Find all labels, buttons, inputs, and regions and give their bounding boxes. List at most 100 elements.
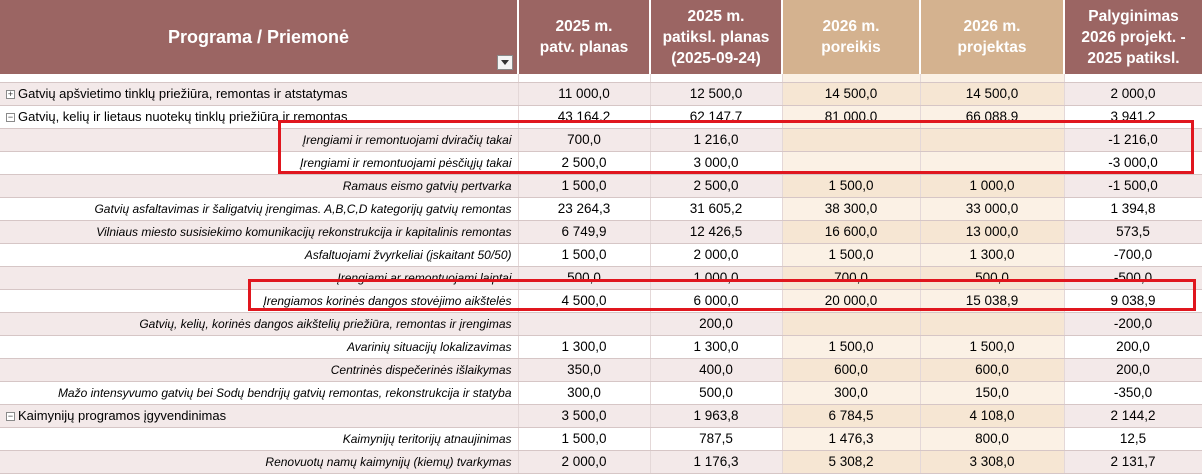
value-cell[interactable]: 38 300,0 [782,197,921,221]
value-cell[interactable]: 3 941,2 [1064,105,1202,129]
item-name-cell[interactable]: Asfaltuojami žvyrkeliai (įskaitant 50/50… [0,243,519,267]
value-cell[interactable]: 33 000,0 [920,197,1065,221]
item-name-cell[interactable]: Centrinės dispečerinės išlaikymas [0,358,519,382]
value-cell[interactable]: 16 600,0 [782,220,921,244]
table-row[interactable]: Asfaltuojami žvyrkeliai (įskaitant 50/50… [0,243,1202,267]
value-cell[interactable] [782,312,921,336]
value-cell[interactable]: -3 000,0 [1064,151,1202,175]
value-cell[interactable]: 1 500,0 [782,335,921,359]
value-cell[interactable]: 787,5 [650,427,783,451]
value-cell[interactable]: 800,0 [920,427,1065,451]
table-row[interactable]: Centrinės dispečerinės išlaikymas 350,0 40… [0,358,1202,382]
value-cell[interactable]: 1 000,0 [650,266,783,290]
table-row[interactable]: Įrengiami ir remontuojami dviračių takai… [0,128,1202,152]
value-cell[interactable]: 1 963,8 [650,404,783,428]
value-cell[interactable]: 12,5 [1064,427,1202,451]
value-cell[interactable]: 600,0 [782,358,921,382]
value-cell[interactable]: 1 500,0 [518,427,651,451]
value-cell[interactable]: 400,0 [650,358,783,382]
value-cell[interactable]: 500,0 [920,266,1065,290]
table-row[interactable]: Mažo intensyvumo gatvių bei Sodų bendrij… [0,381,1202,405]
value-cell[interactable] [782,128,921,152]
item-name-cell[interactable]: Ramaus eismo gatvių pertvarka [0,174,519,198]
value-cell[interactable]: 300,0 [518,381,651,405]
value-cell[interactable]: 62 147,7 [650,105,783,129]
item-name-cell[interactable]: Vilniaus miesto susisiekimo komunikacijų… [0,220,519,244]
value-cell[interactable]: 4 108,0 [920,404,1065,428]
value-cell[interactable]: 2 000,0 [650,243,783,267]
table-row[interactable]: Įrengiamos korinės dangos stovėjimo aikš… [0,289,1202,313]
value-cell[interactable]: 1 176,3 [650,450,783,474]
value-cell[interactable]: 2 000,0 [1064,82,1202,106]
value-cell[interactable]: 2 500,0 [518,151,651,175]
value-cell[interactable]: 12 500,0 [650,82,783,106]
value-cell[interactable]: 23 264,3 [518,197,651,221]
value-cell[interactable]: -350,0 [1064,381,1202,405]
value-cell[interactable]: 700,0 [518,128,651,152]
table-row[interactable]: Gatvių asfaltavimas ir šaligatvių įrengi… [0,197,1202,221]
value-cell[interactable]: 1 500,0 [782,174,921,198]
value-cell[interactable]: 3 308,0 [920,450,1065,474]
value-cell[interactable]: 13 000,0 [920,220,1065,244]
value-cell[interactable] [920,151,1065,175]
collapse-icon[interactable]: − [6,411,15,421]
value-cell[interactable]: 31 605,2 [650,197,783,221]
value-cell[interactable] [920,128,1065,152]
table-row[interactable]: Įrengiami ir remontuojami pėsčiųjų takai… [0,151,1202,175]
table-row[interactable]: Vilniaus miesto susisiekimo komunikacijų… [0,220,1202,244]
value-cell[interactable]: -200,0 [1064,312,1202,336]
value-cell[interactable]: 1 500,0 [782,243,921,267]
group-row[interactable]: − Gatvių, kelių ir lietaus nuotekų tinklų… [0,105,1202,129]
value-cell[interactable]: 2 500,0 [650,174,783,198]
value-cell[interactable]: 1 300,0 [650,335,783,359]
item-name-cell[interactable]: Įrengiamos korinės dangos stovėjimo aikš… [0,289,519,313]
group-row[interactable]: − Kaimynijų programos įgyvendinimas 3 500,… [0,404,1202,428]
value-cell[interactable]: 15 038,9 [920,289,1065,313]
value-cell[interactable]: 300,0 [782,381,921,405]
value-cell[interactable]: 1 500,0 [518,243,651,267]
item-name-cell[interactable]: Įrengiami ir remontuojami pėsčiųjų takai [0,151,519,175]
value-cell[interactable]: 200,0 [1064,335,1202,359]
item-name-cell[interactable]: Kaimynijų teritorijų atnaujinimas [0,427,519,451]
group-name-cell[interactable]: + Gatvių apšvietimo tinklų priežiūra, rem… [0,82,519,106]
value-cell[interactable]: 1 476,3 [782,427,921,451]
value-cell[interactable]: 3 500,0 [518,404,651,428]
item-name-cell[interactable]: Gatvių, kelių, korinės dangos aikštelių … [0,312,519,336]
value-cell[interactable]: 81 000,0 [782,105,921,129]
group-name-cell[interactable]: − Kaimynijų programos įgyvendinimas [0,404,519,428]
value-cell[interactable]: 20 000,0 [782,289,921,313]
value-cell[interactable]: 1 000,0 [920,174,1065,198]
value-cell[interactable]: -500,0 [1064,266,1202,290]
value-cell[interactable] [518,312,651,336]
item-name-cell[interactable]: Renovuotų namų kaimynijų (kiemų) tvarkym… [0,450,519,474]
value-cell[interactable]: 3 000,0 [650,151,783,175]
expand-icon[interactable]: + [6,89,15,99]
value-cell[interactable]: 4 500,0 [518,289,651,313]
value-cell[interactable]: 573,5 [1064,220,1202,244]
value-cell[interactable]: 2 131,7 [1064,450,1202,474]
value-cell[interactable]: 66 088,9 [920,105,1065,129]
value-cell[interactable] [782,151,921,175]
table-row[interactable]: Ramaus eismo gatvių pertvarka 1 500,0 2 50… [0,174,1202,198]
table-row[interactable]: Kaimynijų teritorijų atnaujinimas 1 500,0… [0,427,1202,451]
value-cell[interactable]: 12 426,5 [650,220,783,244]
value-cell[interactable]: 150,0 [920,381,1065,405]
table-row[interactable]: Gatvių, kelių, korinės dangos aikštelių … [0,312,1202,336]
value-cell[interactable]: 43 164,2 [518,105,651,129]
value-cell[interactable]: 11 000,0 [518,82,651,106]
value-cell[interactable]: 2 144,2 [1064,404,1202,428]
value-cell[interactable]: -700,0 [1064,243,1202,267]
value-cell[interactable]: 500,0 [650,381,783,405]
value-cell[interactable]: 6 749,9 [518,220,651,244]
filter-dropdown-icon[interactable] [497,55,513,70]
item-name-cell[interactable]: Įrengiami ar remontuojami laiptai [0,266,519,290]
value-cell[interactable]: -1 216,0 [1064,128,1202,152]
value-cell[interactable]: 200,0 [650,312,783,336]
item-name-cell[interactable]: Mažo intensyvumo gatvių bei Sodų bendrij… [0,381,519,405]
value-cell[interactable]: 2 000,0 [518,450,651,474]
value-cell[interactable]: 1 300,0 [920,243,1065,267]
table-row[interactable]: Įrengiami ar remontuojami laiptai 500,0 1 … [0,266,1202,290]
value-cell[interactable]: 200,0 [1064,358,1202,382]
value-cell[interactable]: 500,0 [518,266,651,290]
item-name-cell[interactable]: Įrengiami ir remontuojami dviračių takai [0,128,519,152]
